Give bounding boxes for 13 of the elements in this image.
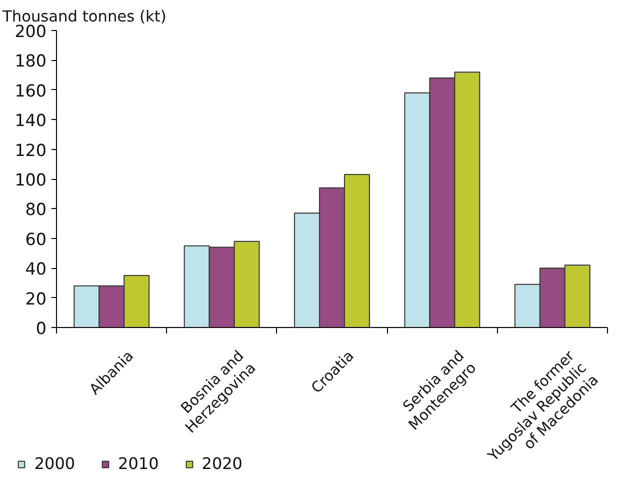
y-tick-label: 160: [14, 81, 47, 100]
y-tick-label: 40: [25, 260, 47, 279]
y-tick-label: 60: [25, 230, 47, 249]
y-tick-label: 0: [36, 319, 47, 338]
y-tick-label: 80: [25, 200, 47, 220]
legend-label: 2020: [202, 454, 242, 473]
legend-label: 2000: [34, 454, 76, 473]
y-tick-label: 140: [14, 111, 47, 130]
y-tick-label: 100: [14, 170, 47, 190]
y-tick-label: 20: [25, 289, 47, 308]
y-tick-label: 180: [14, 52, 47, 71]
y-tick-label: 120: [14, 140, 47, 160]
legend-label: 2010: [118, 454, 159, 473]
